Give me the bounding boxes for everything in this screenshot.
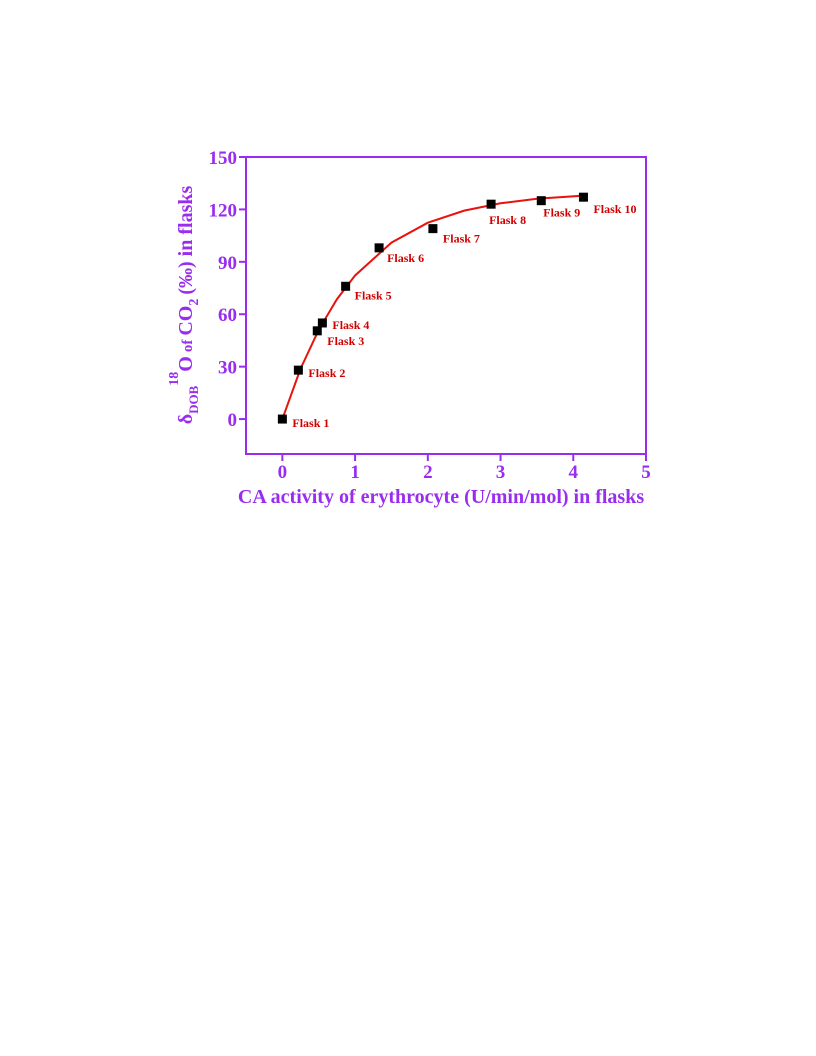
data-point: [428, 224, 438, 234]
x-tick-label: 0: [278, 462, 288, 483]
data-point: [277, 414, 287, 424]
y-label-of: of: [180, 339, 196, 353]
point-label: Flask 9: [543, 206, 580, 220]
data-point: [486, 199, 496, 209]
y-tick-label: 0: [228, 410, 238, 431]
x-tick-label: 3: [496, 462, 506, 483]
point-label: Flask 8: [489, 213, 526, 227]
y-label-symbol: δ: [175, 414, 197, 424]
y-axis-label-group: δDOB 18Oof CO2 (‰) in flasks: [167, 186, 202, 425]
data-point: [317, 318, 327, 328]
y-label-sup: 18: [167, 372, 182, 386]
y-label-symbol-sub: DOB: [186, 385, 201, 414]
data-point: [578, 192, 588, 202]
x-tick-label: 4: [569, 462, 579, 483]
x-tick-label: 2: [423, 462, 433, 483]
plot-frame: [245, 156, 647, 455]
data-point: [293, 365, 303, 375]
point-label: Flask 5: [355, 288, 392, 302]
y-tick-label: 30: [218, 358, 237, 379]
y-axis-label: δDOB 18Oof CO2 (‰) in flasks: [167, 186, 202, 425]
data-point: [312, 326, 322, 336]
point-label: Flask 1: [292, 416, 329, 430]
point-label: Flask 7: [443, 232, 480, 246]
data-point: [536, 196, 546, 206]
point-label: Flask 10: [593, 202, 636, 216]
y-label-main: O: [175, 356, 197, 372]
x-axis-label: CA activity of erythrocyte (U/min/mol) i…: [238, 486, 644, 508]
x-tick-label: 5: [641, 462, 651, 483]
point-label: Flask 6: [387, 251, 424, 265]
y-tick-label: 90: [218, 253, 237, 274]
y-label-co: CO: [175, 306, 197, 336]
y-tick-label: 60: [218, 305, 237, 326]
y-label-sub: 2: [187, 299, 202, 306]
x-tick-label: 1: [350, 462, 360, 483]
fit-curve: [281, 194, 584, 420]
y-tick-label: 150: [209, 148, 238, 169]
data-point: [374, 243, 384, 253]
y-label-rest: (‰) in flasks: [175, 186, 197, 295]
y-tick-label: 120: [209, 200, 238, 221]
data-point: [341, 281, 351, 291]
point-label: Flask 2: [308, 366, 345, 380]
point-label: Flask 3: [327, 334, 364, 348]
point-label: Flask 4: [332, 318, 369, 332]
